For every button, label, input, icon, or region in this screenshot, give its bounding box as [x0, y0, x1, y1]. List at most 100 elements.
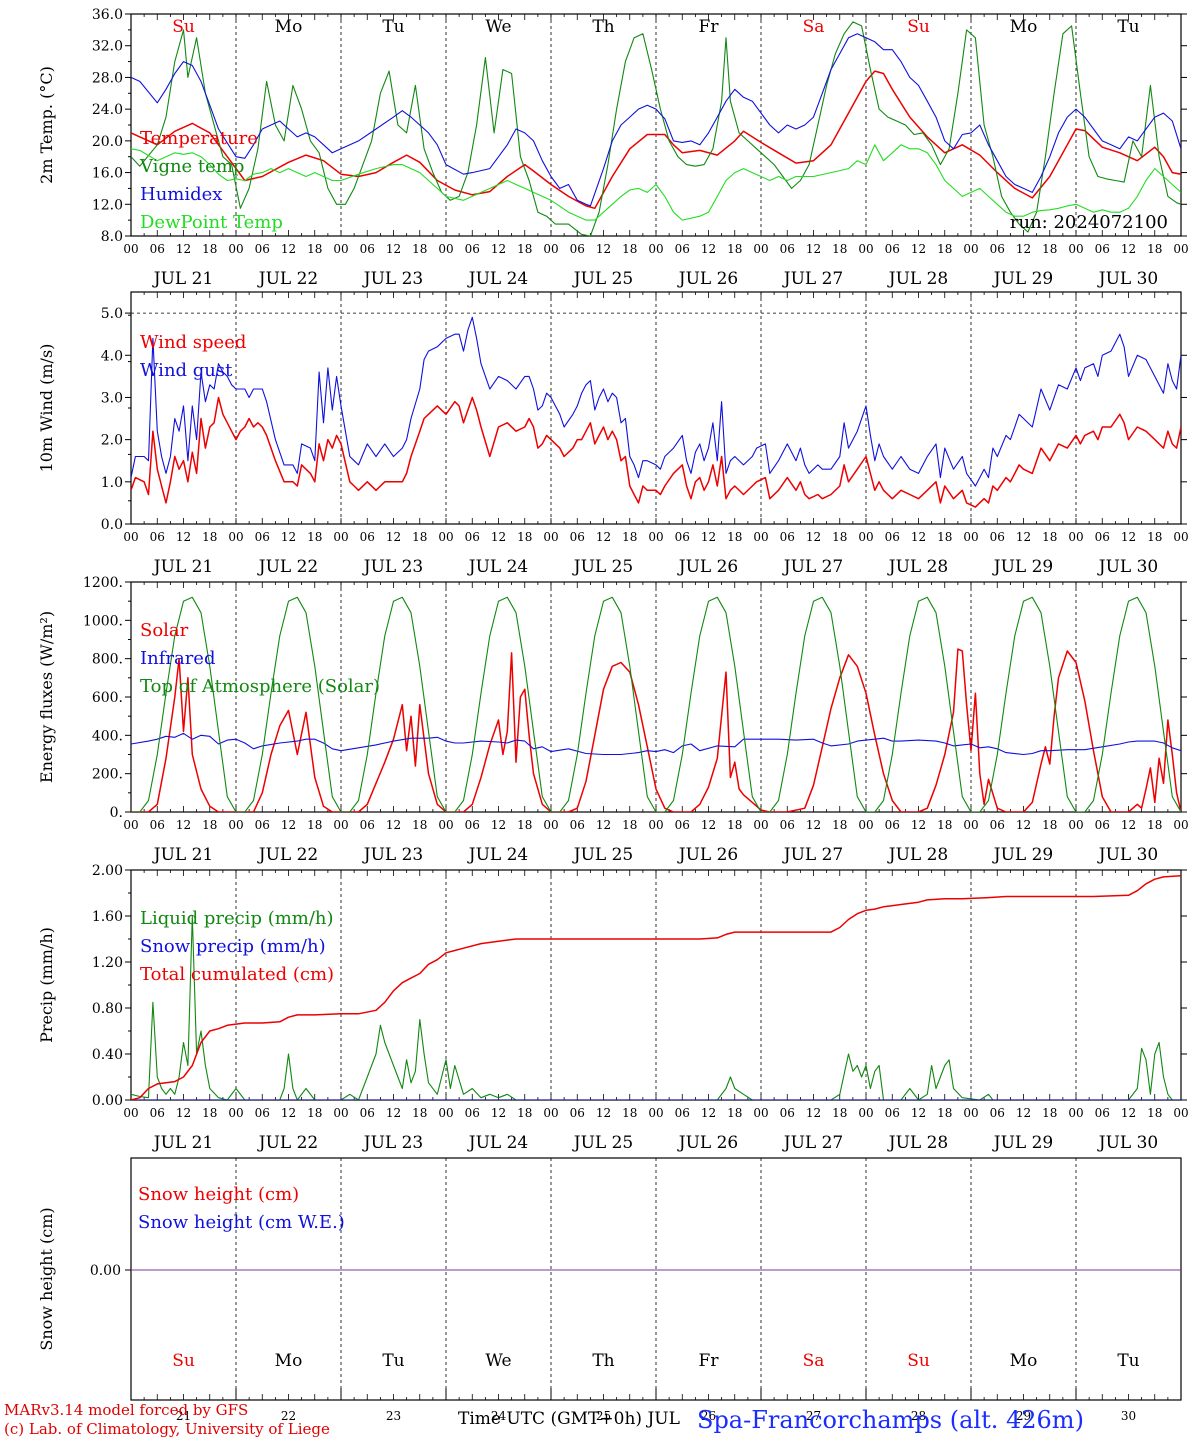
legend-entry: Wind speed	[140, 332, 246, 353]
date-label: JUL 24	[467, 269, 528, 289]
hour-label: 06	[885, 1106, 900, 1120]
y-tick-label: 0.00	[90, 1263, 121, 1279]
hour-label: 06	[150, 242, 165, 256]
y-axis-label: 10m Wind (m/s)	[37, 344, 56, 473]
hour-label: 12	[596, 1106, 611, 1120]
hour-label: 00	[1068, 530, 1083, 544]
hour-label: 18	[622, 530, 637, 544]
hour-label: 00	[648, 818, 663, 832]
hour-label: 18	[727, 1106, 742, 1120]
hour-label: 12	[701, 530, 716, 544]
y-axis-label: Precip (mm/h)	[37, 927, 56, 1043]
hour-label: 00	[648, 1106, 663, 1120]
weekday-label: Th	[592, 1351, 614, 1371]
hour-label: 12	[1121, 1106, 1136, 1120]
hour-label: 00	[333, 818, 348, 832]
series-line-liquid-precip-mm-h-	[131, 915, 1181, 1100]
hour-label: 18	[1042, 242, 1057, 256]
panel-temperature: 8.0 12.0 16.0 20.0 24.0 28.0 32.0 36.0 2m Temp. …	[37, 7, 1189, 289]
hour-label: 12	[911, 1106, 926, 1120]
hour-label: 18	[307, 242, 322, 256]
hour-label: 00	[438, 530, 453, 544]
y-tick-label: 2.00	[92, 863, 123, 879]
hour-label: 00	[333, 242, 348, 256]
series-line-top-of-atmosphere-solar-	[131, 596, 1181, 812]
date-label: JUL 23	[362, 269, 423, 289]
legend-entry: Infrared	[140, 648, 215, 669]
hour-label: 18	[202, 1106, 217, 1120]
hour-label: 18	[1042, 818, 1057, 832]
y-tick-label: 800.	[92, 652, 123, 668]
date-label: JUL 23	[362, 845, 423, 865]
hour-label: 00	[228, 818, 243, 832]
weekday-label: Tu	[382, 17, 404, 37]
hour-label: 06	[465, 1106, 480, 1120]
hour-label: 00	[858, 1106, 873, 1120]
hour-label: 06	[255, 1106, 270, 1120]
hour-label: 18	[307, 530, 322, 544]
day-number-label: 21	[176, 1409, 191, 1423]
hour-label: 00	[1173, 1106, 1188, 1120]
legend-entry: Vigne temp	[139, 156, 244, 177]
hour-label: 18	[202, 530, 217, 544]
hour-label: 06	[1095, 1106, 1110, 1120]
hour-label: 12	[281, 242, 296, 256]
date-label: JUL 22	[257, 269, 318, 289]
date-label: JUL 21	[152, 269, 213, 289]
date-label: JUL 24	[467, 845, 528, 865]
weekday-label: Su	[907, 1351, 930, 1371]
hour-label: 06	[675, 1106, 690, 1120]
hour-label: 00	[1173, 242, 1188, 256]
date-label: JUL 25	[572, 269, 633, 289]
hour-label: 12	[1016, 1106, 1031, 1120]
date-label: JUL 27	[782, 1133, 843, 1153]
hour-label: 00	[1173, 818, 1188, 832]
date-label: JUL 23	[362, 1133, 423, 1153]
y-tick-label: 4.0	[101, 348, 123, 364]
hour-label: 06	[885, 242, 900, 256]
hour-label: 06	[255, 530, 270, 544]
y-tick-label: 1.60	[92, 909, 123, 925]
series-line-wind-speed	[131, 396, 1181, 508]
y-tick-label: 2.0	[101, 433, 123, 449]
legend-entry: Top of Atmosphere (Solar)	[140, 676, 380, 697]
hour-label: 18	[622, 1106, 637, 1120]
series-line-total-cumulated-cm-	[131, 875, 1181, 1100]
date-label: JUL 30	[1097, 269, 1158, 289]
date-label: JUL 22	[257, 1133, 318, 1153]
hour-label: 12	[701, 1106, 716, 1120]
weekday-label: Mo	[275, 17, 303, 37]
date-label: JUL 26	[677, 845, 738, 865]
date-label: JUL 23	[362, 557, 423, 577]
hour-label: 18	[832, 242, 847, 256]
hour-label: 00	[648, 530, 663, 544]
day-number-label: 29	[1016, 1409, 1031, 1423]
hour-label: 18	[307, 1106, 322, 1120]
weekday-label: Tu	[1117, 17, 1139, 37]
date-label: JUL 29	[992, 845, 1053, 865]
day-number-label: 25	[596, 1409, 611, 1423]
hour-label: 12	[1121, 530, 1136, 544]
hour-label: 18	[202, 242, 217, 256]
station-title: Spa-Francorchamps (alt. 426m)	[697, 1406, 1084, 1434]
y-axis-label: Snow height (cm)	[37, 1207, 56, 1350]
date-label: JUL 27	[782, 557, 843, 577]
hour-label: 12	[491, 242, 506, 256]
hour-label: 00	[753, 1106, 768, 1120]
legend-entry: DewPoint Temp	[140, 212, 283, 233]
day-number-label: 24	[491, 1409, 507, 1423]
hour-label: 06	[675, 818, 690, 832]
hour-label: 06	[990, 818, 1005, 832]
weekday-label: Sa	[803, 17, 825, 37]
hour-label: 06	[570, 530, 585, 544]
hour-label: 00	[963, 1106, 978, 1120]
hour-label: 00	[228, 1106, 243, 1120]
hour-label: 00	[1173, 530, 1188, 544]
hour-label: 00	[438, 242, 453, 256]
hour-label: 06	[885, 818, 900, 832]
hour-label: 06	[465, 818, 480, 832]
hour-label: 06	[570, 818, 585, 832]
time-axis-label: Time UTC (GMT+0h) JUL	[458, 1409, 680, 1429]
hour-label: 06	[360, 242, 375, 256]
weekday-label: We	[485, 17, 511, 37]
